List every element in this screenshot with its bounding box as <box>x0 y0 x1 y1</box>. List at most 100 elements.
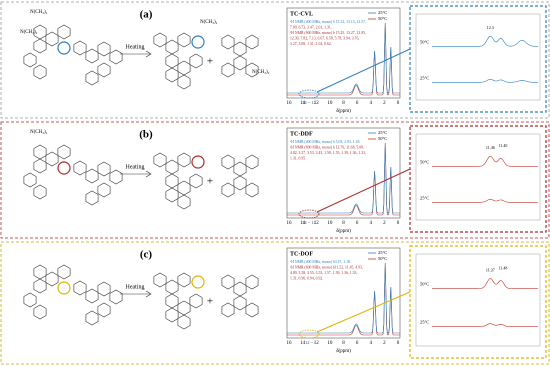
x-tick-label: 0 <box>397 101 400 106</box>
x-tick-label: 14 <box>300 221 306 226</box>
arrow-label: Heating <box>126 284 145 290</box>
arrow-label: Heating <box>126 164 145 170</box>
x-tick-label: 12 <box>314 221 320 226</box>
zoom-marker <box>298 329 320 339</box>
x-tick-label: 14 <box>300 101 306 106</box>
x-tick-label: 16 <box>287 341 293 346</box>
ring <box>177 32 191 48</box>
panel-label: (b) <box>139 129 153 141</box>
x-tick-label: 2 <box>383 101 386 106</box>
x-tick-label: 8 <box>342 341 345 346</box>
ring <box>85 310 99 326</box>
plus: + <box>207 176 213 188</box>
x-tick-label: 8 <box>342 101 345 106</box>
x-tick-label: 2 <box>383 221 386 226</box>
x-axis-label: δ(ppm) <box>336 109 351 114</box>
panel-label: (c) <box>140 249 153 261</box>
nmr-note: 1.31, 0.95. <box>290 156 306 161</box>
ring <box>33 158 47 174</box>
nmr-note: 1.31, 0.96, 0.94, 0.92. <box>290 276 323 281</box>
zoom-plot <box>415 133 541 221</box>
x-tick-label: 8 <box>342 221 345 226</box>
scheme <box>23 264 259 330</box>
ring <box>177 74 191 90</box>
ring <box>165 293 179 309</box>
trace-label: 25°C <box>420 75 429 80</box>
ring <box>177 180 191 196</box>
ring <box>245 154 259 170</box>
substituent: N(CH₃)₂ <box>30 130 48 135</box>
ring <box>73 40 87 56</box>
ring <box>177 194 191 210</box>
x-tick-label: 10 <box>327 101 333 106</box>
x-tick-label: 2 <box>383 341 386 346</box>
x-tick-label: 0 <box>397 341 400 346</box>
zoom-box <box>409 125 547 233</box>
panel-label: (a) <box>140 9 153 21</box>
ring <box>189 293 203 309</box>
legend-label: 25°C <box>378 130 387 135</box>
spectrum-trace <box>287 24 400 94</box>
ring <box>57 24 71 40</box>
zoom-trace <box>432 323 538 327</box>
ring <box>85 70 99 86</box>
spectrum-trace <box>287 142 400 216</box>
ring <box>57 264 71 280</box>
ring <box>33 144 47 160</box>
ring <box>33 38 47 54</box>
ring <box>23 172 37 188</box>
spectrum-trace <box>287 264 400 334</box>
x-tick-label: 4 <box>370 221 373 226</box>
ring <box>153 272 167 288</box>
ring <box>97 62 111 78</box>
ring <box>233 41 247 57</box>
x-tick-label: 0 <box>397 221 400 226</box>
highlight <box>191 155 205 169</box>
ring <box>153 152 167 168</box>
ring <box>177 60 191 76</box>
ring <box>109 289 123 305</box>
ring <box>23 292 37 308</box>
zoom-trace <box>432 35 538 47</box>
ring <box>85 48 99 64</box>
spectrum-trace <box>287 22 400 96</box>
plus: + <box>207 56 213 68</box>
zoom-trace <box>432 278 538 289</box>
ring <box>245 274 259 290</box>
ring <box>45 151 59 167</box>
ring <box>221 34 235 50</box>
highlight <box>57 161 71 175</box>
ring <box>33 278 47 294</box>
x-axis-label: δ(ppm) <box>336 349 351 354</box>
ring <box>221 182 235 198</box>
highlight <box>57 41 71 55</box>
marker-label: 12 ~ <box>305 340 314 345</box>
x-tick-label: 6 <box>356 341 359 346</box>
peak-label: 11.40 <box>499 143 508 148</box>
ring <box>165 279 179 295</box>
zoom-marker <box>298 209 320 219</box>
x-tick-label: 10 <box>327 221 333 226</box>
ring <box>177 152 191 168</box>
ring <box>57 144 71 160</box>
ring <box>245 62 259 78</box>
ring <box>221 62 235 78</box>
ring <box>73 160 87 176</box>
zoom-plot <box>415 13 541 101</box>
plus: + <box>207 296 213 308</box>
plot-frame <box>286 127 401 219</box>
x-tick-label: 4 <box>370 341 373 346</box>
arrow-label: Heating <box>126 44 145 50</box>
ring <box>165 53 179 69</box>
peak-label: 11.46 <box>486 145 495 150</box>
ring <box>245 302 259 318</box>
x-tick-label: 16 <box>287 221 293 226</box>
nmr-note: 7.09, 6.73, 3.47, 2.01, 1.31. <box>290 25 332 30</box>
x-axis-label: δ(ppm) <box>336 229 351 234</box>
nmr-note: ¹H NMR (400 MHz, mono) δ 15.12, 13.13, 1… <box>290 20 366 25</box>
x-tick-label: 4 <box>370 101 373 106</box>
ring <box>153 32 167 48</box>
x-tick-label: 6 <box>356 221 359 226</box>
trace-label: 25°C <box>420 195 429 200</box>
